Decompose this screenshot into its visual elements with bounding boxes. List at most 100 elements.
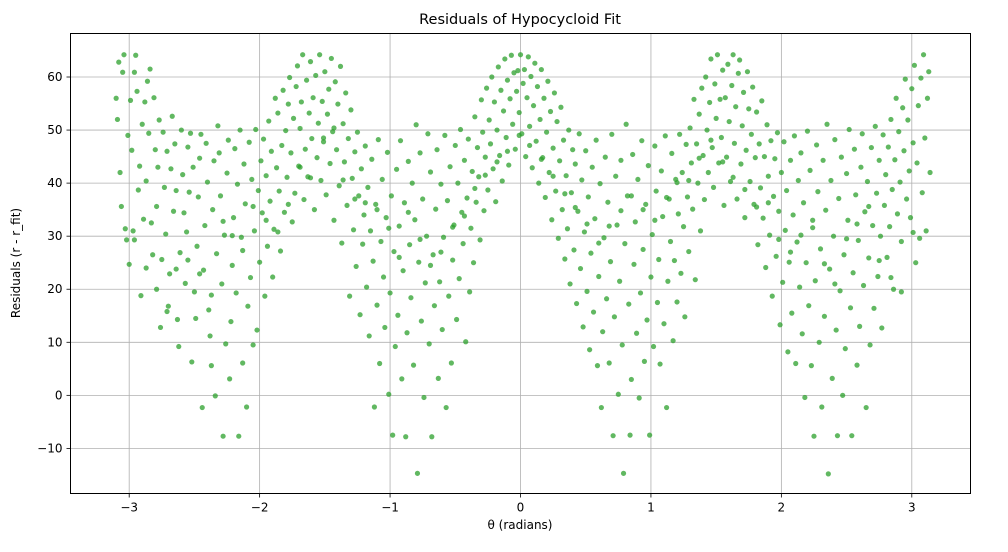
data-point — [494, 127, 500, 133]
data-point — [658, 168, 664, 174]
data-point — [575, 208, 581, 214]
data-point — [688, 160, 694, 166]
data-point — [585, 194, 591, 200]
data-point — [276, 188, 282, 194]
data-point — [404, 330, 410, 336]
data-point — [730, 52, 736, 58]
data-point — [362, 143, 368, 149]
data-point — [617, 278, 623, 284]
data-point — [367, 228, 374, 234]
data-point — [573, 300, 580, 307]
data-point — [709, 144, 715, 151]
data-point — [478, 97, 484, 103]
data-point — [640, 246, 646, 253]
data-point — [510, 121, 516, 127]
data-point — [747, 178, 753, 185]
data-point — [653, 188, 659, 194]
data-point — [435, 375, 441, 381]
data-point — [500, 108, 507, 114]
y-axis-ticks: −10 0 10 20 30 40 50 60 — [37, 70, 71, 455]
data-point — [830, 233, 837, 239]
data-point — [735, 70, 741, 76]
data-point — [176, 343, 182, 350]
data-point — [829, 375, 835, 381]
data-point — [674, 299, 680, 305]
data-point — [896, 129, 902, 135]
data-point — [353, 263, 359, 270]
data-point — [142, 99, 148, 105]
data-point — [421, 394, 427, 401]
data-point — [922, 135, 928, 141]
data-point — [765, 173, 771, 179]
data-point — [763, 264, 769, 271]
data-point — [880, 132, 886, 138]
data-point — [242, 201, 248, 207]
data-point — [387, 290, 393, 296]
data-point — [397, 138, 404, 144]
data-point — [618, 208, 624, 214]
data-point — [240, 360, 246, 366]
data-point — [499, 178, 505, 184]
data-point — [838, 154, 844, 160]
data-point — [576, 131, 582, 137]
data-point — [707, 99, 713, 106]
data-point — [789, 310, 795, 316]
data-point — [450, 257, 456, 263]
data-point — [821, 313, 828, 319]
data-point — [876, 257, 882, 264]
data-point — [275, 229, 281, 235]
data-point — [761, 153, 768, 160]
data-point — [867, 342, 873, 348]
data-point — [297, 125, 303, 132]
x-tick-label: 0 — [517, 501, 525, 515]
data-point — [365, 184, 371, 190]
data-point — [259, 210, 265, 216]
data-point — [705, 169, 711, 176]
data-point — [737, 57, 743, 63]
data-point — [605, 199, 611, 205]
data-point — [116, 59, 122, 65]
data-point — [264, 243, 271, 249]
data-point — [137, 163, 143, 169]
data-point — [632, 219, 638, 225]
data-point — [855, 237, 861, 244]
data-point — [892, 157, 898, 163]
data-point — [340, 177, 346, 183]
data-point — [748, 131, 754, 137]
data-point — [790, 212, 796, 218]
data-point — [446, 293, 452, 299]
data-point — [836, 195, 842, 202]
data-point — [210, 207, 216, 213]
data-point — [808, 363, 814, 369]
data-point — [624, 193, 631, 199]
data-point — [384, 149, 391, 155]
data-point — [207, 333, 213, 339]
data-point — [793, 360, 799, 367]
data-point — [217, 193, 224, 199]
data-point — [547, 108, 554, 115]
data-point — [837, 288, 843, 294]
data-point — [303, 77, 310, 83]
data-point — [806, 303, 812, 309]
data-point — [470, 260, 477, 266]
data-point — [862, 209, 868, 215]
y-tick-label: 20 — [47, 282, 62, 296]
data-point — [772, 156, 778, 162]
data-point — [506, 162, 512, 168]
data-point — [602, 154, 608, 160]
data-point — [352, 196, 358, 202]
chart-title: Residuals of Hypocycloid Fit — [419, 12, 621, 28]
data-point — [726, 118, 732, 125]
data-point — [520, 80, 526, 86]
data-point — [482, 154, 488, 160]
data-point — [720, 67, 726, 73]
data-point — [344, 202, 350, 209]
data-point — [504, 77, 511, 83]
data-point — [868, 144, 874, 151]
data-point — [474, 144, 481, 151]
data-point — [568, 190, 574, 196]
data-point — [215, 123, 221, 129]
data-point — [418, 318, 424, 324]
data-point — [511, 70, 517, 76]
data-point — [680, 224, 687, 230]
